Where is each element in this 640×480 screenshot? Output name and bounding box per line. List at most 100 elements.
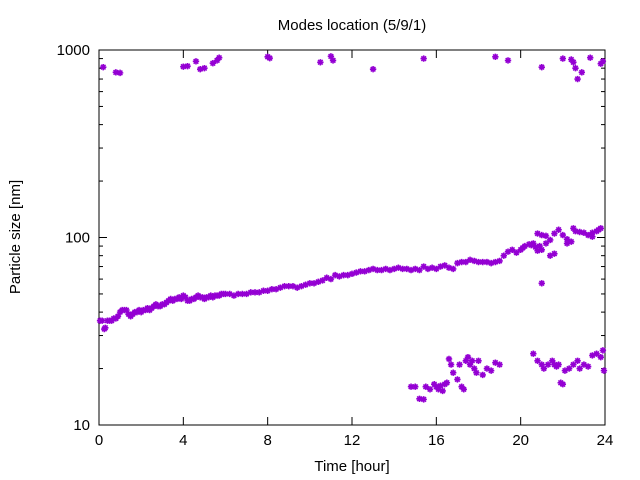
- data-point: [234, 290, 242, 298]
- data-point: [264, 287, 271, 294]
- data-point: [572, 228, 579, 235]
- y-tick-label: 100: [65, 230, 90, 247]
- data-point: [584, 231, 592, 239]
- data-point: [331, 271, 339, 279]
- data-point: [382, 265, 389, 273]
- data-point: [521, 242, 529, 250]
- data-point: [100, 63, 107, 71]
- data-point: [546, 252, 554, 259]
- data-point: [361, 268, 368, 275]
- data-point: [102, 324, 109, 331]
- data-point: [98, 317, 106, 324]
- data-point: [487, 259, 495, 267]
- data-point: [580, 361, 588, 368]
- data-point: [559, 55, 567, 62]
- data-point: [589, 352, 596, 359]
- data-point: [192, 58, 200, 65]
- data-point: [475, 357, 482, 364]
- data-point: [568, 56, 575, 63]
- data-point: [182, 294, 189, 301]
- data-point: [462, 357, 470, 364]
- data-point: [538, 63, 545, 71]
- data-point: [306, 280, 314, 287]
- data-point: [298, 282, 305, 290]
- data-point: [323, 274, 330, 281]
- data-point: [302, 281, 309, 288]
- data-point: [542, 232, 550, 240]
- data-point: [504, 57, 512, 64]
- data-point: [580, 229, 588, 236]
- data-point: [576, 365, 583, 372]
- data-points: [96, 53, 608, 403]
- data-point: [487, 367, 495, 374]
- data-point: [597, 353, 604, 361]
- data-point: [215, 54, 223, 61]
- data-point: [443, 379, 451, 386]
- data-point: [197, 65, 204, 73]
- data-point: [530, 350, 537, 357]
- data-point: [538, 361, 545, 368]
- data-point: [458, 258, 465, 266]
- data-point: [492, 53, 499, 60]
- data-point: [468, 357, 476, 364]
- data-point: [433, 383, 440, 390]
- x-tick-label: 8: [263, 432, 271, 449]
- data-point: [437, 263, 444, 270]
- data-point: [492, 359, 499, 366]
- data-point: [471, 257, 478, 265]
- data-point: [500, 252, 507, 259]
- data-point: [445, 264, 453, 271]
- data-point: [475, 258, 482, 266]
- data-point: [599, 58, 607, 65]
- data-point: [462, 258, 470, 266]
- data-point: [534, 247, 541, 254]
- plot-frame: [98, 49, 606, 426]
- data-point: [445, 355, 453, 363]
- data-point: [576, 228, 583, 236]
- data-point: [369, 265, 377, 273]
- data-point: [420, 55, 427, 62]
- data-point: [412, 265, 419, 273]
- data-point: [403, 265, 411, 273]
- data-point: [456, 361, 463, 368]
- data-point: [386, 266, 394, 274]
- data-point: [272, 285, 280, 293]
- data-point: [563, 235, 571, 243]
- x-tick-label: 4: [179, 432, 187, 449]
- data-point: [544, 361, 552, 368]
- data-point: [466, 361, 474, 368]
- data-point: [420, 263, 427, 270]
- data-point: [395, 264, 402, 271]
- data-point: [600, 367, 608, 374]
- data-point: [407, 266, 415, 274]
- data-point: [416, 266, 423, 274]
- data-point: [574, 357, 581, 364]
- data-point: [447, 361, 455, 368]
- data-point: [599, 347, 607, 354]
- data-point: [593, 350, 600, 357]
- data-point: [570, 225, 577, 232]
- data-point: [496, 361, 503, 368]
- data-point: [479, 258, 486, 266]
- data-point: [399, 265, 406, 273]
- data-point: [281, 282, 288, 290]
- data-point: [344, 271, 351, 279]
- data-point: [293, 284, 301, 291]
- data-point: [578, 69, 586, 76]
- data-point: [589, 229, 596, 236]
- data-point: [534, 357, 541, 364]
- data-point: [178, 295, 185, 303]
- data-point: [407, 383, 415, 390]
- data-point: [431, 381, 438, 388]
- data-point: [563, 240, 571, 247]
- data-point: [439, 387, 446, 395]
- y-tick-label: 10: [73, 417, 90, 434]
- data-point: [534, 230, 541, 237]
- x-tick-label: 16: [428, 432, 445, 449]
- data-point: [243, 290, 250, 298]
- data-point: [390, 265, 398, 273]
- data-point: [479, 371, 486, 379]
- data-point: [116, 69, 124, 77]
- data-point: [433, 265, 440, 273]
